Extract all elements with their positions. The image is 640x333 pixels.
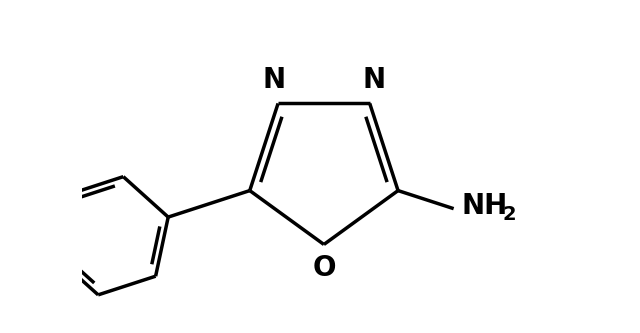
Text: N: N <box>262 66 285 94</box>
Text: 2: 2 <box>502 205 516 224</box>
Text: O: O <box>312 254 335 282</box>
Text: NH: NH <box>461 191 508 219</box>
Text: N: N <box>362 66 385 94</box>
